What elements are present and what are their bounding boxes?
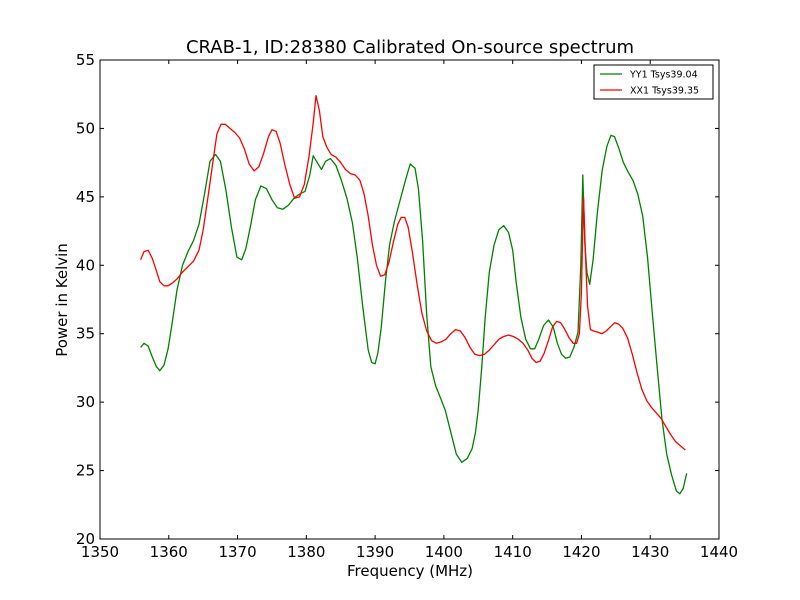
y-tick-label: 25 <box>76 462 95 480</box>
legend-box <box>593 64 714 100</box>
x-tick-label: 1390 <box>356 543 394 561</box>
x-tick-label: 1410 <box>494 543 532 561</box>
series-line-2 <box>139 94 686 451</box>
y-axis: 20 25 30 35 40 45 50 55 <box>76 51 719 548</box>
x-tick-label: 1350 <box>81 543 119 561</box>
x-tick-label: 1430 <box>631 543 669 561</box>
chart-title: CRAB-1, ID:28380 Calibrated On-source sp… <box>186 37 634 58</box>
y-tick-label: 50 <box>76 119 95 137</box>
y-tick-label: 55 <box>76 51 95 69</box>
plot-area <box>99 59 720 540</box>
x-tick-label: 1360 <box>150 543 188 561</box>
y-axis-label: Power in Kelvin <box>53 243 71 357</box>
x-tick-label: 1440 <box>700 543 738 561</box>
x-tick-label: 1380 <box>287 543 325 561</box>
legend: YY1 Tsys39.04 XX1 Tsys39.35 <box>593 64 714 100</box>
series-line-1 <box>140 134 688 495</box>
y-tick-label: 20 <box>76 530 95 548</box>
legend-label-1: YY1 Tsys39.04 <box>629 70 698 81</box>
x-tick-label: 1420 <box>562 543 600 561</box>
x-tick-label: 1370 <box>218 543 256 561</box>
axes-frame <box>99 59 720 540</box>
y-tick-label: 30 <box>76 393 95 411</box>
legend-label-2: XX1 Tsys39.35 <box>630 86 699 97</box>
x-tick-label: 1400 <box>425 543 463 561</box>
y-tick-label: 35 <box>76 325 95 343</box>
y-tick-label: 40 <box>76 256 95 274</box>
y-tick-label: 45 <box>76 188 95 206</box>
x-axis: 1350 1360 1370 1380 1390 1400 1410 1420 1430 1440 <box>81 60 738 561</box>
x-axis-label: Frequency (MHz) <box>347 562 473 580</box>
